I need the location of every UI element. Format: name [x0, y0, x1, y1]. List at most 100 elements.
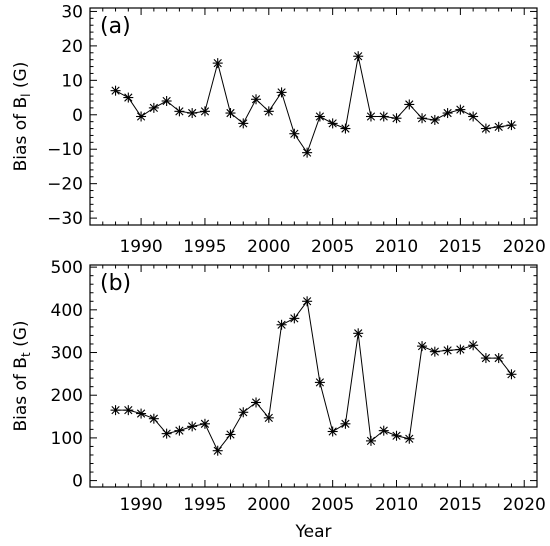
- data-point: [429, 114, 440, 125]
- data-point: [289, 128, 300, 139]
- y-axis-label-main: Bias of B: [11, 357, 31, 432]
- data-point: [314, 377, 325, 388]
- x-tick-label: 2020: [503, 495, 546, 515]
- data-point: [314, 111, 325, 122]
- x-tick-label: 2015: [439, 495, 482, 515]
- data-point: [199, 106, 210, 117]
- y-axis-label-subscript: l: [19, 93, 33, 96]
- data-point: [212, 445, 223, 456]
- y-tick-label: 500: [51, 258, 83, 278]
- data-point: [404, 433, 415, 444]
- x-tick-label: 2010: [375, 237, 418, 257]
- data-point: [391, 113, 402, 124]
- y-tick-label: 0: [72, 106, 83, 126]
- data-point: [442, 108, 453, 119]
- data-point: [506, 369, 517, 380]
- data-point: [327, 118, 338, 129]
- data-point: [212, 58, 223, 69]
- x-tick-label: 2005: [311, 495, 354, 515]
- data-point: [506, 120, 517, 131]
- plot-frame: [89, 7, 538, 226]
- data-point: [493, 121, 504, 132]
- data-point: [110, 405, 121, 416]
- y-tick-label: 300: [51, 344, 83, 364]
- data-point: [353, 51, 364, 62]
- data-point: [327, 426, 338, 437]
- data-point: [340, 418, 351, 429]
- x-tick-label: 2020: [503, 237, 546, 257]
- y-axis-label: Bias of Bl (G): [11, 62, 33, 172]
- data-point: [378, 425, 389, 436]
- data-point: [225, 429, 236, 440]
- panel-a: 1990 1995 2000 2005 2010 2015 2020 −30 −20 −10 0 10…: [11, 2, 546, 257]
- data-point: [148, 102, 159, 113]
- y-axis-label-subscript: t: [19, 352, 33, 357]
- data-point: [238, 407, 249, 418]
- data-point: [442, 345, 453, 356]
- y-tick-label: −10: [47, 140, 83, 160]
- x-tick-label: 2010: [375, 495, 418, 515]
- y-tick-label: 100: [51, 429, 83, 449]
- panel-label: (a): [100, 14, 131, 39]
- data-point: [417, 113, 428, 124]
- data-point: [493, 353, 504, 364]
- panel-label: (b): [100, 271, 131, 296]
- y-tick-label: 200: [51, 386, 83, 406]
- y-tick-label: 400: [51, 301, 83, 321]
- data-point: [136, 111, 147, 122]
- data-point: [148, 413, 159, 424]
- data-point: [455, 104, 466, 115]
- data-point: [174, 106, 185, 117]
- data-point: [468, 111, 479, 122]
- data-point: [429, 346, 440, 357]
- data-point: [263, 412, 274, 423]
- data-point: [340, 123, 351, 134]
- data-point: [365, 435, 376, 446]
- data-point: [289, 313, 300, 324]
- data-point: [480, 353, 491, 364]
- panel-b: 1990 1995 2000 2005 2010 2015 2020 0 100 200 300 40…: [11, 258, 546, 542]
- data-point: [455, 344, 466, 355]
- data-point: [391, 430, 402, 441]
- data-point: [404, 99, 415, 110]
- data-point: [174, 425, 185, 436]
- data-point: [123, 405, 134, 416]
- x-tick-label: 1990: [119, 495, 162, 515]
- data-point: [136, 408, 147, 419]
- data-point: [161, 428, 172, 439]
- data-point: [161, 96, 172, 106]
- x-tick-label: 2000: [247, 237, 290, 257]
- data-point: [187, 421, 198, 432]
- y-tick-label: 30: [61, 2, 83, 22]
- x-tick-label: 2015: [439, 237, 482, 257]
- x-tick-label: 1995: [183, 237, 226, 257]
- data-point: [251, 94, 262, 105]
- data-point: [468, 340, 479, 351]
- x-axis-label: Year: [295, 522, 332, 542]
- y-tick-label: 10: [61, 71, 83, 91]
- data-point: [123, 92, 134, 103]
- data-point: [251, 397, 262, 408]
- data-point: [353, 328, 364, 339]
- data-point: [110, 85, 121, 96]
- data-point: [276, 319, 287, 330]
- y-axis-label-unit: (G): [11, 320, 31, 352]
- x-tick-label: 2005: [311, 237, 354, 257]
- data-point: [225, 108, 236, 119]
- data-point: [302, 296, 313, 307]
- data-point: [263, 106, 274, 117]
- data-point: [378, 111, 389, 122]
- data-point: [302, 147, 313, 158]
- y-axis-label-unit: (G): [11, 62, 31, 94]
- data-point: [480, 123, 491, 134]
- data-point: [199, 418, 210, 429]
- x-tick-label: 2000: [247, 495, 290, 515]
- y-tick-label: 0: [72, 472, 83, 492]
- series-line: [115, 300, 512, 452]
- plot-frame: [89, 264, 538, 488]
- data-point: [417, 341, 428, 352]
- data-point: [187, 108, 198, 119]
- y-tick-label: −30: [47, 209, 83, 229]
- y-tick-label: −20: [47, 175, 83, 195]
